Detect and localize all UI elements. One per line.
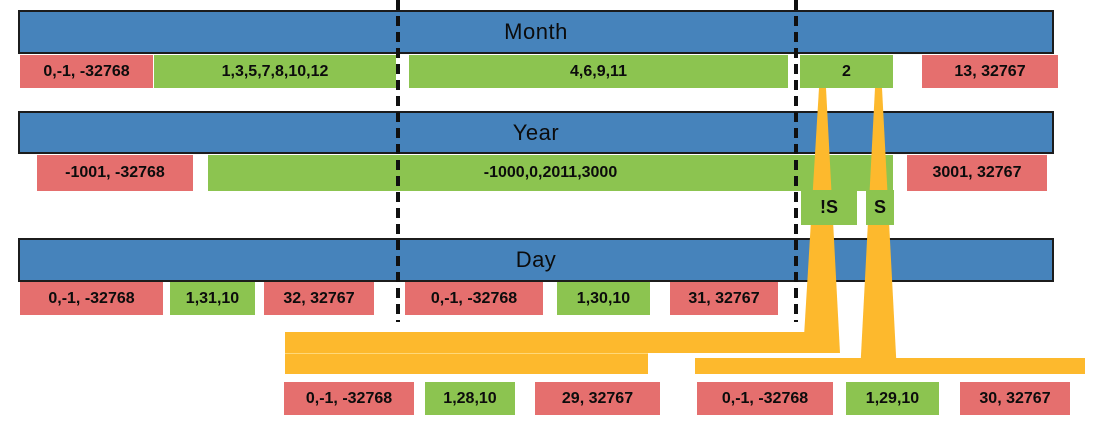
year-partition-invalid-low: -1001, -32768 <box>37 155 193 191</box>
day-bar: Day <box>18 238 1054 282</box>
month-partition-february: 2 <box>800 55 893 88</box>
feb29-partition-invalid-low: 0,-1, -32768 <box>697 382 833 415</box>
day-bar-label: Day <box>515 247 557 272</box>
partition-boundary-line-1 <box>396 0 400 322</box>
month-bar: Month <box>18 10 1054 54</box>
day30-partition-invalid-high: 31, 32767 <box>670 282 778 315</box>
nonleap-february-connector-upper <box>285 332 838 353</box>
day31-partition-valid: 1,31,10 <box>170 282 255 315</box>
day31-partition-invalid-high: 32, 32767 <box>264 282 374 315</box>
leap-february-connector <box>695 358 1085 374</box>
month-partition-31-day-months: 1,3,5,7,8,10,12 <box>154 55 396 88</box>
feb29-partition-invalid-high: 30, 32767 <box>960 382 1070 415</box>
feb28-partition-invalid-low: 0,-1, -32768 <box>284 382 414 415</box>
day30-partition-invalid-low: 0,-1, -32768 <box>405 282 543 315</box>
year-bar: Year <box>18 111 1054 154</box>
year-partition-invalid-high: 3001, 32767 <box>907 155 1047 191</box>
leap-flag-not-special-box: !S <box>801 190 857 225</box>
partition-boundary-line-2 <box>794 0 798 322</box>
month-partition-invalid-low: 0,-1, -32768 <box>20 55 153 88</box>
nonleap-february-connector-lower <box>285 354 648 374</box>
feb28-partition-invalid-high: 29, 32767 <box>535 382 660 415</box>
year-bar-label: Year <box>512 119 560 145</box>
month-partition-30-day-months: 4,6,9,11 <box>409 55 788 88</box>
day30-partition-valid: 1,30,10 <box>557 282 650 315</box>
month-partition-invalid-high: 13, 32767 <box>922 55 1058 88</box>
day31-partition-invalid-low: 0,-1, -32768 <box>20 282 163 315</box>
leap-flag-special-box: S <box>866 190 894 225</box>
feb28-partition-valid: 1,28,10 <box>425 382 515 415</box>
feb29-partition-valid: 1,29,10 <box>846 382 939 415</box>
year-partition-valid: -1000,0,2011,3000 <box>208 155 893 191</box>
month-bar-label: Month <box>504 19 568 44</box>
